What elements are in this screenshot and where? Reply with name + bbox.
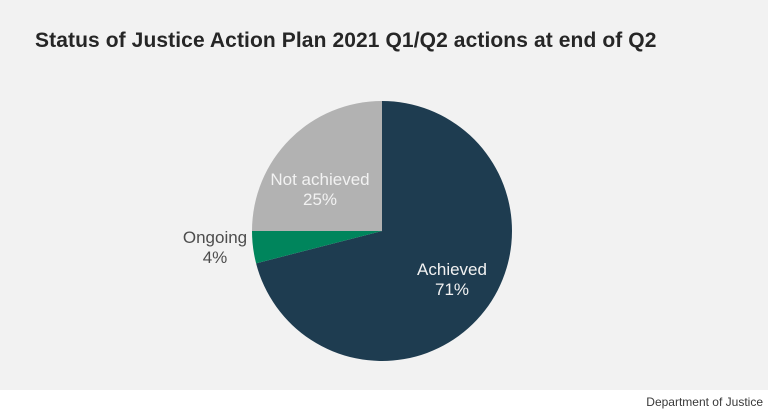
pie-label-achieved: Achieved 71% — [382, 260, 522, 300]
pie-label-not-achieved-name: Not achieved — [270, 170, 370, 189]
pie-slice-not-achieved — [252, 101, 382, 231]
chart-area: Status of Justice Action Plan 2021 Q1/Q2… — [0, 0, 768, 390]
pie-label-achieved-name: Achieved — [417, 260, 487, 279]
pie-label-ongoing: Ongoing 4% — [145, 228, 285, 268]
pie-chart — [252, 101, 512, 362]
pie-label-achieved-pct: 71% — [434, 280, 470, 299]
pie-label-not-achieved: Not achieved 25% — [250, 170, 390, 210]
source-attribution: Department of Justice — [646, 395, 763, 409]
chart-title: Status of Justice Action Plan 2021 Q1/Q2… — [35, 29, 657, 52]
pie-label-ongoing-pct: 4% — [202, 248, 228, 267]
pie-slice-achieved — [256, 101, 512, 362]
pie-label-ongoing-name: Ongoing — [182, 228, 248, 247]
pie-slice-ongoing — [252, 231, 382, 264]
footer-strip: Department of Justice — [0, 390, 768, 414]
pie-label-not-achieved-pct: 25% — [302, 190, 338, 209]
